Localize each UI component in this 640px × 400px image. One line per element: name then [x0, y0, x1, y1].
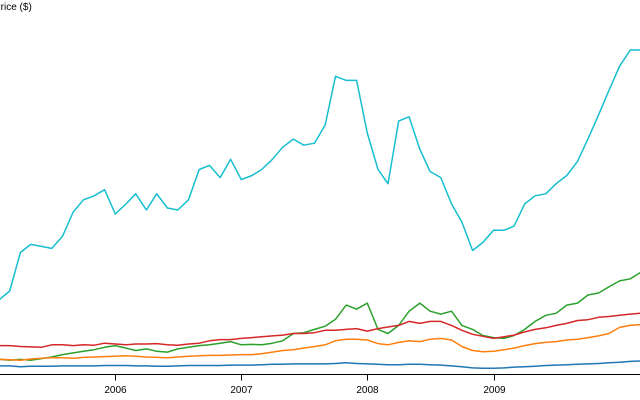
x-tick-label-2006: 2006: [104, 385, 127, 396]
series-line-5: [0, 360, 640, 370]
y-axis-title: Price ($): [0, 2, 32, 13]
x-tick-label-2007: 2007: [230, 385, 253, 396]
series-line-4: [0, 323, 640, 361]
series-line-2: [0, 272, 640, 361]
x-tick-label-2009: 2009: [483, 385, 506, 396]
series-line-3: [0, 312, 640, 349]
series-layer: [0, 49, 640, 370]
x-tick-label-2008: 2008: [356, 385, 379, 396]
series-line-1: [0, 49, 640, 300]
x-axis: 2006 2007 2008 2009: [0, 374, 640, 396]
